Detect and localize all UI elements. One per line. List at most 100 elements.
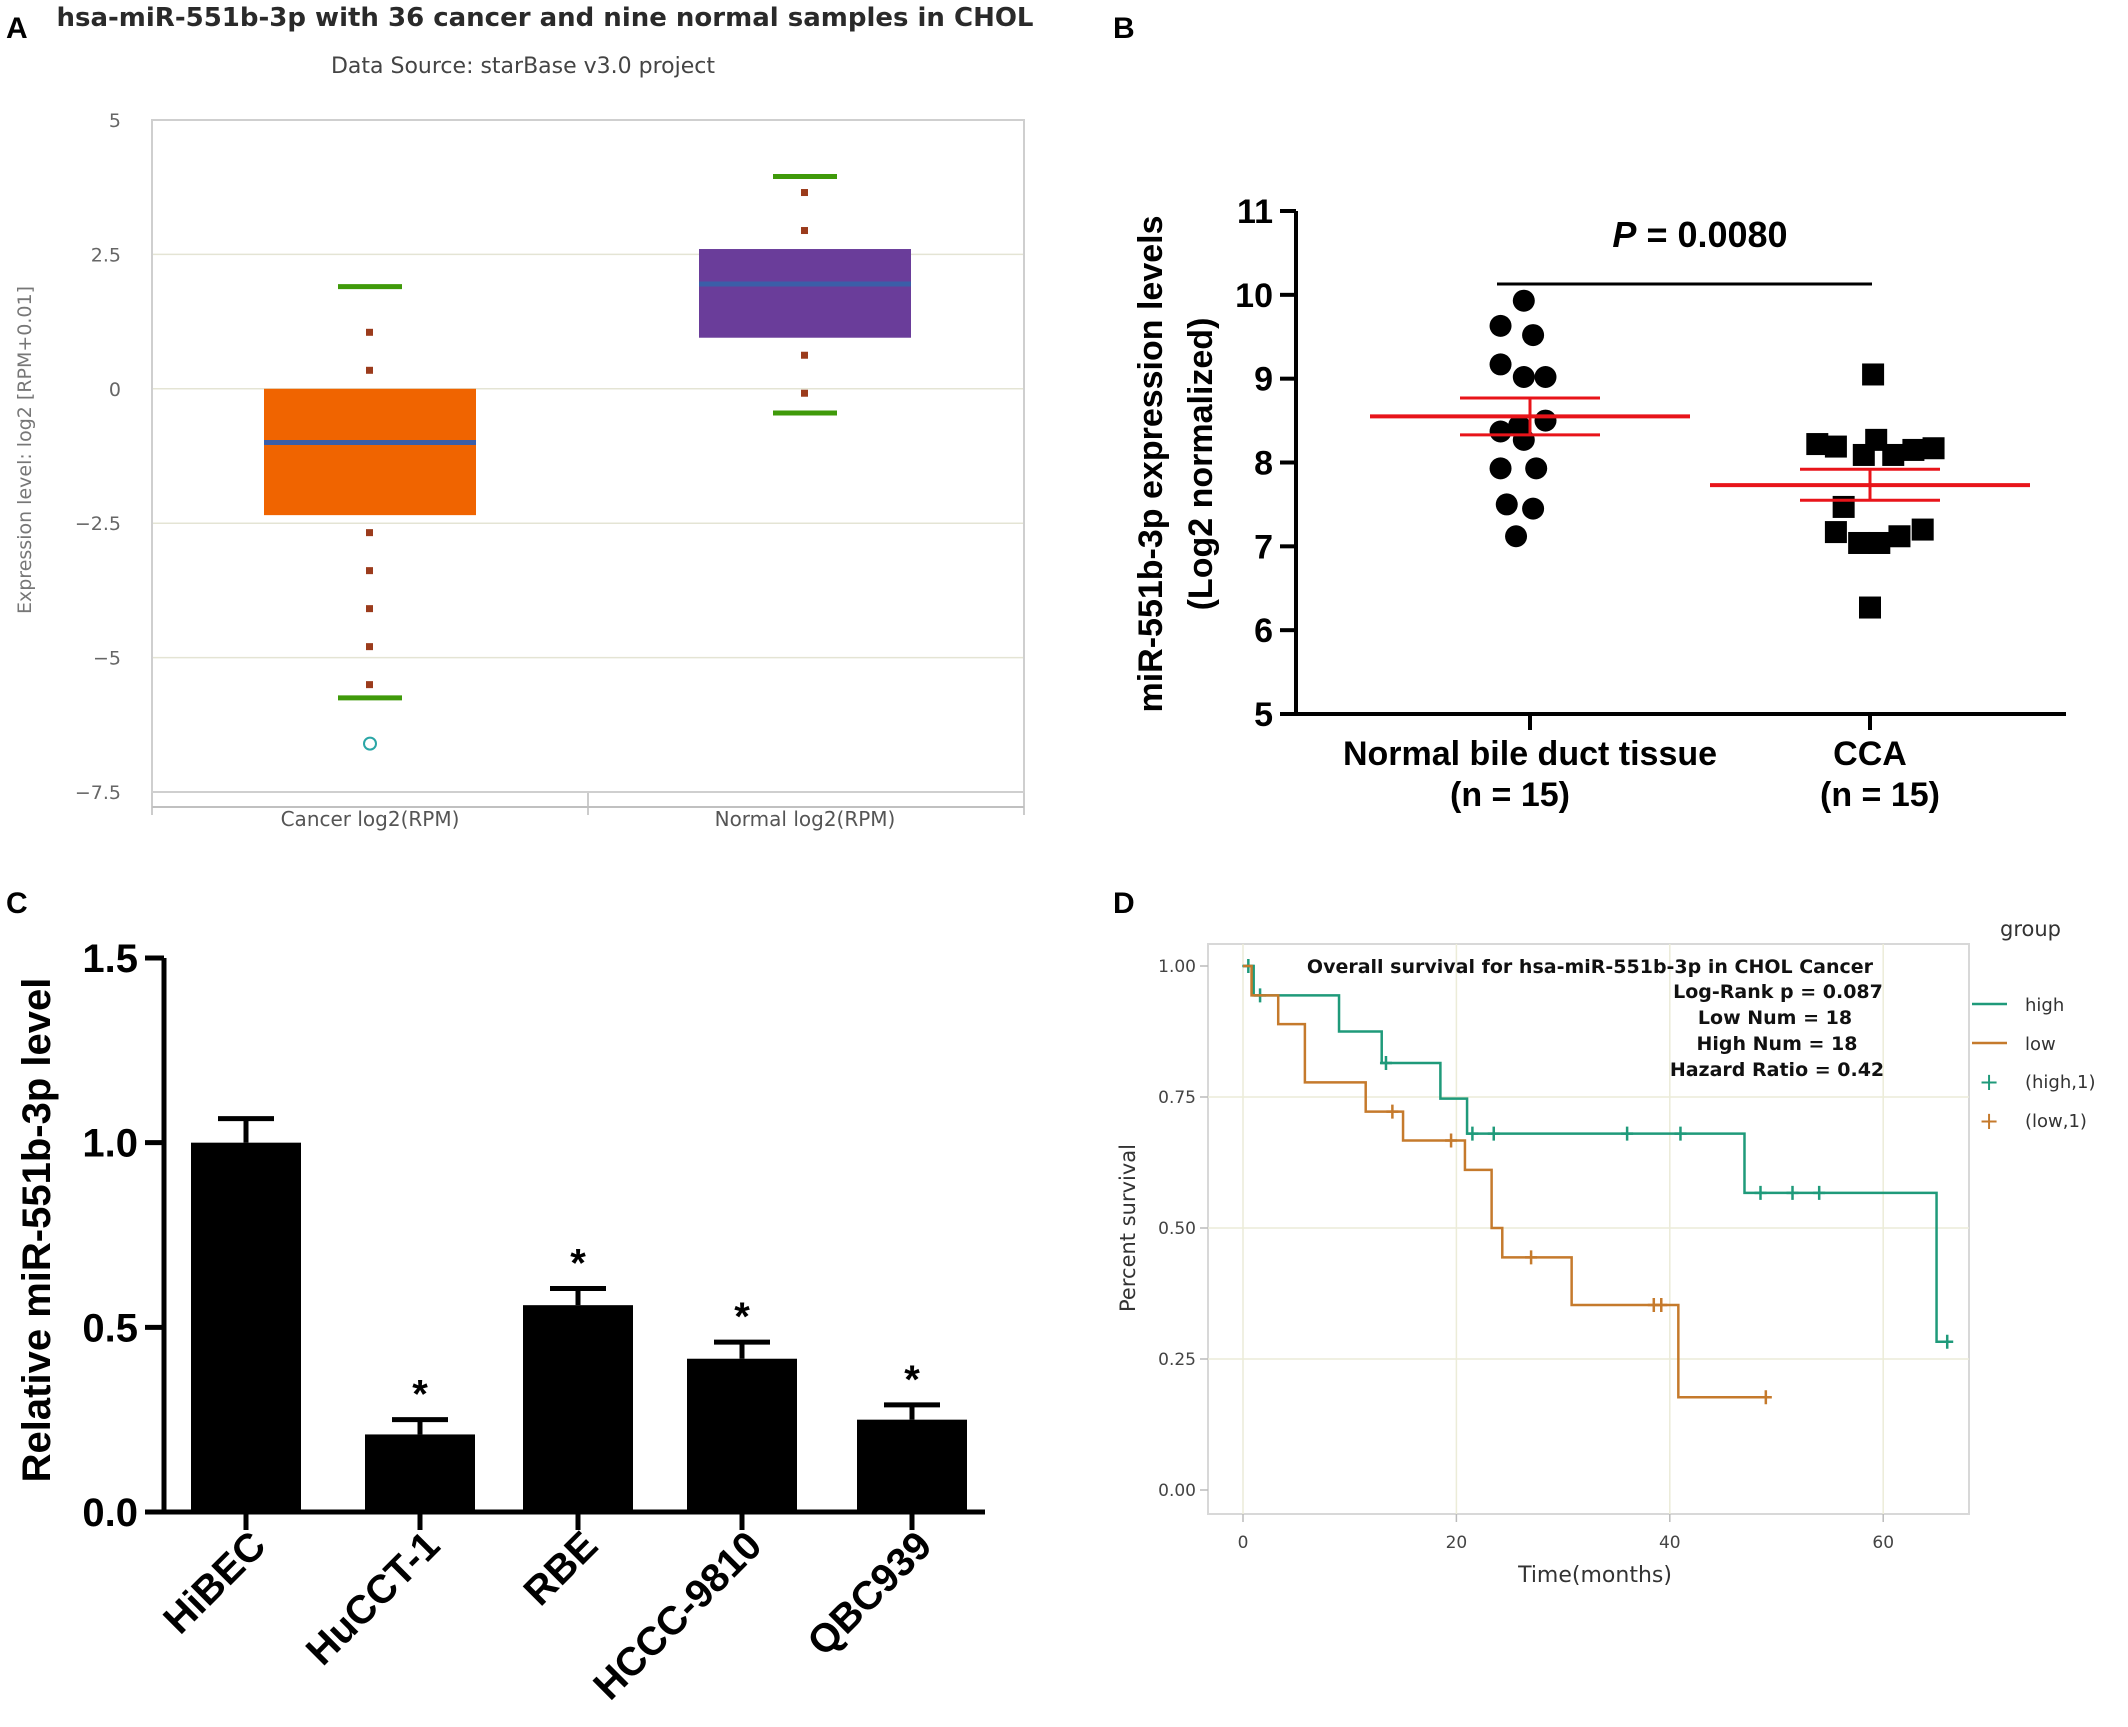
- legend-high-label: high: [2025, 995, 2064, 1016]
- censor-mark-high: [1621, 1126, 1634, 1141]
- panel-d-letter: D: [1113, 887, 1135, 920]
- box-1: [699, 249, 911, 338]
- panel-a-grid: [151, 253, 1025, 815]
- normal-sample-point: [1522, 324, 1545, 347]
- panel-b: B miR-551b-3p expression levels (Log2 no…: [1113, 12, 2066, 814]
- legend-low-censor-icon: +: [1979, 1107, 1999, 1135]
- panel-b-group-normal: Normal bile duct tissue: [1343, 735, 1717, 773]
- panel-d-ticks: 0.00 0.25 0.50 0.75 1.00 0 20 40 60: [1158, 957, 1894, 1553]
- normal-sample-point: [1505, 525, 1528, 548]
- outlier-point: [363, 736, 377, 751]
- panel-a-plot-frame: [151, 119, 1025, 793]
- panel-d-ylabel: Percent survival: [1116, 1144, 1140, 1312]
- bar-qbc939: [857, 1419, 967, 1512]
- whisker-dot: [801, 189, 808, 197]
- bar-hibec: [191, 1142, 301, 1512]
- censor-mark-low: [1386, 1104, 1399, 1119]
- cca-sample-point: [1848, 531, 1871, 554]
- normal-sample-point: [1495, 493, 1518, 516]
- normal-sample-point: [1512, 365, 1535, 388]
- survival-curve-high: [1243, 964, 1948, 1343]
- panel-b-points: [1370, 289, 2030, 619]
- panel-d-curves: [1242, 959, 1954, 1405]
- panel-b-p-annotation: P = 0.0080: [1612, 214, 1787, 255]
- legend-high-censor-label: (high,1): [2025, 1072, 2095, 1093]
- panel-d-legend: group high low + (high,1) + (low,1): [1972, 917, 2095, 1135]
- bar-rbe: [523, 1305, 633, 1512]
- censor-mark-high: [1674, 1126, 1687, 1141]
- panel-b-p-value: = 0.0080: [1636, 214, 1787, 255]
- censor-mark-high: [1487, 1126, 1500, 1141]
- panel-a-y-tick-label: 5: [109, 110, 121, 132]
- panel-a-category-cancer: Cancer log2(RPM): [281, 807, 460, 831]
- panel-b-p-label: P: [1612, 214, 1637, 255]
- survival-curve-low: [1243, 964, 1766, 1399]
- panel-d-plot-frame: [1207, 943, 1970, 1515]
- censor-mark-low: [1445, 1133, 1458, 1148]
- panel-d-stat-hazard: Hazard Ratio = 0.42: [1670, 1059, 1884, 1081]
- panel-a-y-tick-label: −7.5: [75, 782, 121, 804]
- whisker-dot: [366, 681, 373, 689]
- panel-d-x-tick-label: 40: [1659, 1533, 1681, 1553]
- legend-high-censor-icon: +: [1979, 1068, 1999, 1096]
- panel-c-y-tick-label: 0.5: [82, 1306, 138, 1350]
- panel-b-y-tick-label: 10: [1235, 277, 1273, 315]
- normal-sample-point: [1522, 497, 1545, 520]
- whisker-dot: [366, 529, 373, 537]
- whisker-dot: [366, 643, 373, 651]
- panel-c-y-tick-label: 0.0: [82, 1491, 138, 1535]
- box-0: [264, 388, 476, 516]
- panel-a-y-tick-label: −2.5: [75, 513, 121, 535]
- cca-sample-point: [1868, 531, 1891, 554]
- panel-d-y-tick-label: 0.25: [1158, 1350, 1196, 1370]
- whisker-dot: [801, 351, 808, 359]
- normal-sample-point: [1534, 409, 1557, 432]
- whisker-dot: [801, 389, 808, 397]
- panel-c-letter: C: [6, 887, 28, 920]
- significance-star: *: [734, 1295, 750, 1339]
- panel-a-title: hsa-miR-551b-3p with 36 cancer and nine …: [56, 3, 1033, 33]
- panel-b-group-cca: CCA: [1833, 735, 1907, 773]
- censor-mark-high: [1466, 1126, 1479, 1141]
- censor-mark-high: [1813, 1185, 1826, 1200]
- panel-a-subtitle: Data Source: starBase v3.0 project: [331, 54, 715, 79]
- panel-b-y-tick-label: 5: [1254, 696, 1273, 734]
- normal-sample-point: [1489, 457, 1512, 480]
- panel-a-y-tick-label: 0: [109, 379, 121, 401]
- bar-hccc-9810: [687, 1358, 797, 1512]
- significance-star: *: [570, 1242, 586, 1286]
- panel-d: D Overall survival for hsa-miR-551b-3p i…: [1113, 887, 2095, 1588]
- cca-sample-point: [1888, 525, 1911, 548]
- panel-d-x-tick-label: 20: [1446, 1533, 1468, 1553]
- normal-sample-point: [1512, 289, 1535, 312]
- panel-d-grid: [1208, 944, 1969, 1514]
- panel-c-bars: HiBEC * HuCCT-1 * RBE * HCCC-9810 * QBC939: [155, 1116, 967, 1708]
- normal-sample-point: [1525, 457, 1548, 480]
- cca-sample-point: [1862, 363, 1885, 386]
- censor-mark-high: [1941, 1334, 1954, 1349]
- panel-b-axes: 5 6 7 8 9 10 11: [1235, 193, 2066, 734]
- panel-b-y-tick-label: 9: [1254, 361, 1273, 399]
- normal-sample-point: [1489, 353, 1512, 376]
- censor-mark-high: [1754, 1185, 1767, 1200]
- censor-mark-low: [1655, 1298, 1668, 1313]
- cca-sample-point: [1824, 521, 1847, 544]
- normal-sample-point: [1489, 420, 1512, 443]
- panel-d-y-tick-label: 0.00: [1158, 1481, 1196, 1501]
- censor-mark-low: [1759, 1390, 1772, 1405]
- panel-c-category-label: HuCCT-1: [298, 1523, 449, 1674]
- panel-b-ylabel-line1: miR-551b-3p expression levels: [1132, 215, 1170, 712]
- panel-a-y-tick-label: −5: [93, 648, 121, 670]
- panel-a-y-tick-label: 2.5: [91, 244, 121, 266]
- panel-b-y-tick-label: 7: [1254, 528, 1273, 566]
- panel-a-category-normal: Normal log2(RPM): [715, 807, 896, 831]
- panel-d-stat-low-num: Low Num = 18: [1698, 1007, 1852, 1029]
- panel-b-group-cca-n: (n = 15): [1820, 776, 1940, 814]
- panel-a-y-ticks: 5 2.5 0 −2.5 −5 −7.5: [75, 110, 121, 804]
- panel-b-y-tick-label: 11: [1237, 193, 1273, 231]
- panel-d-title: Overall survival for hsa-miR-551b-3p in …: [1307, 956, 1874, 978]
- panel-b-y-tick-label: 8: [1254, 445, 1273, 483]
- cca-sample-point: [1911, 518, 1934, 541]
- cca-sample-point: [1824, 435, 1847, 458]
